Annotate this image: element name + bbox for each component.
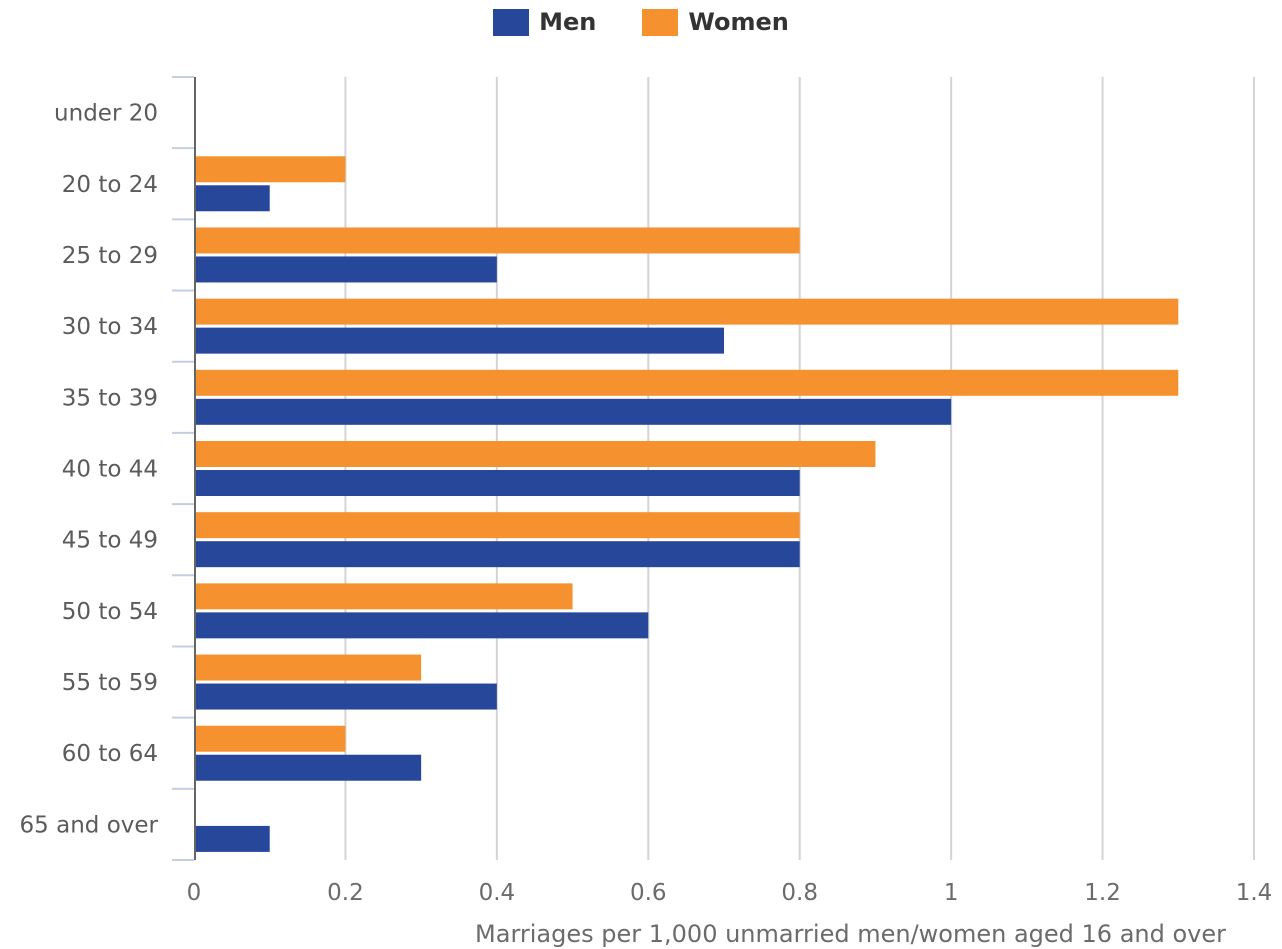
x-tick-label: 0.4 [479, 880, 516, 906]
bar-men[interactable] [194, 754, 422, 781]
y-category-label: 65 and over [20, 812, 159, 838]
bar-women[interactable] [194, 583, 573, 610]
gridlines [344, 77, 1255, 860]
legend: Men Women [0, 8, 1282, 36]
y-category-label: 50 to 54 [62, 599, 158, 625]
y-category-label: 20 to 24 [62, 172, 158, 198]
y-axis: under 20 20 to 24 25 to 29 30 to 34 35 to 39… [20, 76, 196, 861]
bar-women[interactable] [194, 725, 346, 752]
legend-item-men[interactable]: Men [493, 8, 596, 36]
bar-women[interactable] [194, 512, 800, 539]
bar-men[interactable] [194, 612, 649, 639]
bar-men[interactable] [194, 683, 497, 710]
bar-men[interactable] [194, 398, 952, 425]
x-tick-label: 1.2 [1084, 880, 1121, 906]
bar-women[interactable] [194, 654, 422, 681]
y-category-label: 45 to 49 [62, 528, 158, 554]
x-tick-label: 0.2 [327, 880, 364, 906]
legend-item-women[interactable]: Women [642, 8, 789, 36]
x-tick-label: 0.6 [630, 880, 667, 906]
bar-women[interactable] [194, 298, 1179, 325]
bar-women[interactable] [194, 369, 1179, 396]
x-tick-label: 0.8 [781, 880, 818, 906]
y-category-label: under 20 [54, 101, 158, 127]
x-tick-label: 0 [187, 880, 202, 906]
y-category-label: 55 to 59 [62, 670, 158, 696]
legend-swatch-women [642, 8, 679, 36]
y-category-label: 40 to 44 [62, 457, 158, 483]
legend-label-men: Men [539, 8, 597, 36]
x-tick-label: 1 [944, 880, 959, 906]
y-category-label: 25 to 29 [62, 243, 158, 269]
legend-label-women: Women [688, 8, 789, 36]
bar-men[interactable] [194, 541, 800, 568]
bar-men[interactable] [194, 825, 270, 852]
bar-women[interactable] [194, 156, 346, 183]
y-category-label: 30 to 34 [62, 314, 158, 340]
bar-men[interactable] [194, 185, 270, 212]
x-axis-ticks: 0 0.2 0.4 0.6 0.8 1 1.2 1.4 [187, 880, 1273, 906]
bar-men[interactable] [194, 470, 800, 496]
bar-men[interactable] [194, 256, 497, 283]
bar-men[interactable] [194, 327, 724, 354]
y-category-label: 60 to 64 [62, 741, 158, 767]
bar-women[interactable] [194, 227, 800, 254]
bars [194, 156, 1179, 852]
x-tick-label: 1.4 [1236, 880, 1273, 906]
bar-women[interactable] [194, 441, 876, 467]
y-category-label: 35 to 39 [62, 385, 158, 411]
x-axis-title: Marriages per 1,000 unmarried men/women … [475, 920, 1226, 948]
legend-swatch-men [493, 8, 530, 36]
